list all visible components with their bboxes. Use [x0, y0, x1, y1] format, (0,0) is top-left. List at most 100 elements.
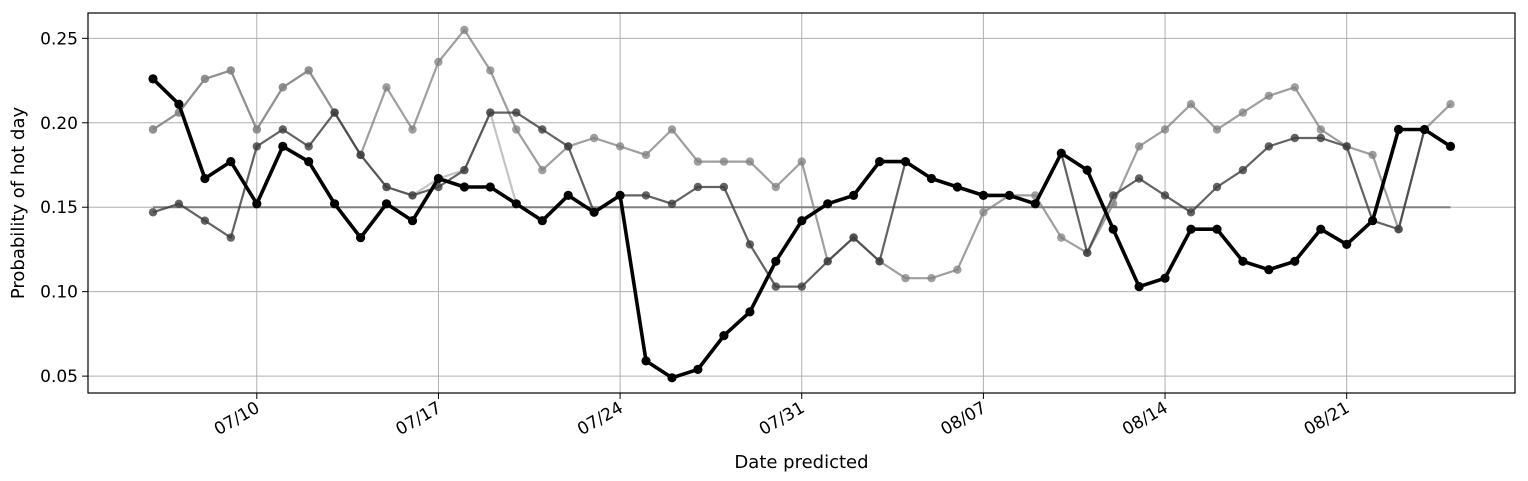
data-point: [1134, 174, 1144, 183]
data-point: [771, 182, 780, 192]
data-point: [979, 208, 988, 217]
data-point: [564, 142, 573, 151]
data-point: [382, 83, 391, 92]
data-point: [1083, 248, 1092, 257]
y-axis-title: Probability of hot day: [8, 107, 29, 300]
data-point: [952, 182, 963, 192]
data-point: [641, 191, 651, 200]
data-point: [1057, 233, 1066, 242]
data-point: [1290, 83, 1300, 92]
data-point: [1212, 224, 1222, 234]
data-point: [1160, 125, 1170, 134]
data-point: [667, 199, 677, 208]
data-point: [278, 83, 287, 92]
x-tick-label: 08/14: [1119, 398, 1171, 440]
data-point: [252, 199, 262, 209]
data-point: [1316, 125, 1326, 134]
data-point: [512, 125, 521, 134]
data-point: [797, 282, 806, 291]
data-point: [693, 157, 703, 166]
data-point: [200, 74, 210, 84]
data-point: [356, 233, 366, 243]
data-point: [1212, 182, 1222, 192]
data-point: [589, 133, 599, 143]
data-point: [978, 190, 989, 200]
data-point: [1368, 216, 1378, 226]
data-point: [1238, 165, 1248, 175]
data-point: [174, 199, 184, 208]
data-point: [875, 157, 885, 167]
data-point: [226, 157, 236, 167]
data-point: [304, 142, 313, 151]
data-point: [641, 150, 651, 160]
data-point: [381, 199, 392, 209]
data-point: [745, 157, 755, 166]
y-tick-label: 0.05: [40, 367, 78, 387]
data-point: [693, 364, 703, 374]
data-point: [356, 150, 365, 160]
data-point: [408, 125, 417, 134]
data-point: [1394, 124, 1404, 135]
data-point: [252, 125, 261, 134]
data-point: [304, 157, 314, 167]
data-point: [615, 190, 625, 200]
data-point: [900, 157, 911, 167]
x-tick-label: 07/17: [393, 398, 445, 440]
data-point: [200, 173, 210, 184]
data-point: [278, 125, 287, 134]
data-point: [1134, 282, 1144, 292]
data-point: [1160, 273, 1170, 283]
data-point: [511, 199, 521, 209]
data-point: [1238, 108, 1248, 117]
data-point: [1238, 256, 1248, 266]
data-point: [1160, 191, 1170, 200]
data-point: [330, 199, 340, 209]
data-point: [1056, 148, 1066, 158]
data-point: [1186, 224, 1196, 234]
data-point: [771, 282, 780, 291]
data-point: [745, 240, 755, 249]
data-point: [1212, 125, 1222, 134]
data-point: [1264, 91, 1274, 101]
data-point: [771, 256, 781, 266]
data-point: [849, 233, 858, 242]
data-point: [1316, 224, 1326, 234]
data-point: [1342, 142, 1351, 151]
data-point: [849, 190, 859, 200]
data-point: [148, 125, 158, 134]
data-point: [641, 356, 651, 366]
data-point: [1290, 256, 1300, 266]
data-point: [667, 125, 677, 134]
data-point: [1445, 141, 1456, 151]
data-point: [901, 274, 910, 283]
data-point: [1419, 124, 1430, 135]
data-point: [589, 207, 599, 217]
data-point: [174, 99, 184, 109]
data-point: [719, 331, 729, 341]
data-point: [304, 66, 313, 75]
data-point: [797, 157, 806, 166]
data-point: [200, 216, 210, 225]
data-point: [1264, 265, 1274, 275]
data-point: [1368, 150, 1377, 160]
data-point: [1394, 225, 1403, 234]
x-tick-label: 07/31: [756, 398, 808, 440]
data-point: [1446, 100, 1455, 109]
data-point: [485, 182, 495, 192]
x-tick-label: 08/07: [937, 398, 989, 440]
data-point: [537, 216, 547, 226]
data-point: [1004, 190, 1015, 200]
data-point: [226, 66, 235, 75]
axis-ticks: 07/10 07/17 07/24 07/31 08/07 08/14 08/21 0.05 0…: [40, 29, 1353, 439]
data-point: [459, 182, 469, 192]
data-point: [1030, 199, 1040, 209]
data-point: [615, 142, 625, 151]
series-4: [148, 74, 1456, 383]
data-point: [512, 108, 521, 117]
data-point: [953, 265, 962, 274]
grid-lines: [88, 13, 1515, 393]
data-point: [823, 257, 832, 266]
data-point: [252, 142, 261, 151]
y-tick-label: 0.15: [40, 198, 78, 218]
y-tick-label: 0.25: [40, 29, 78, 49]
